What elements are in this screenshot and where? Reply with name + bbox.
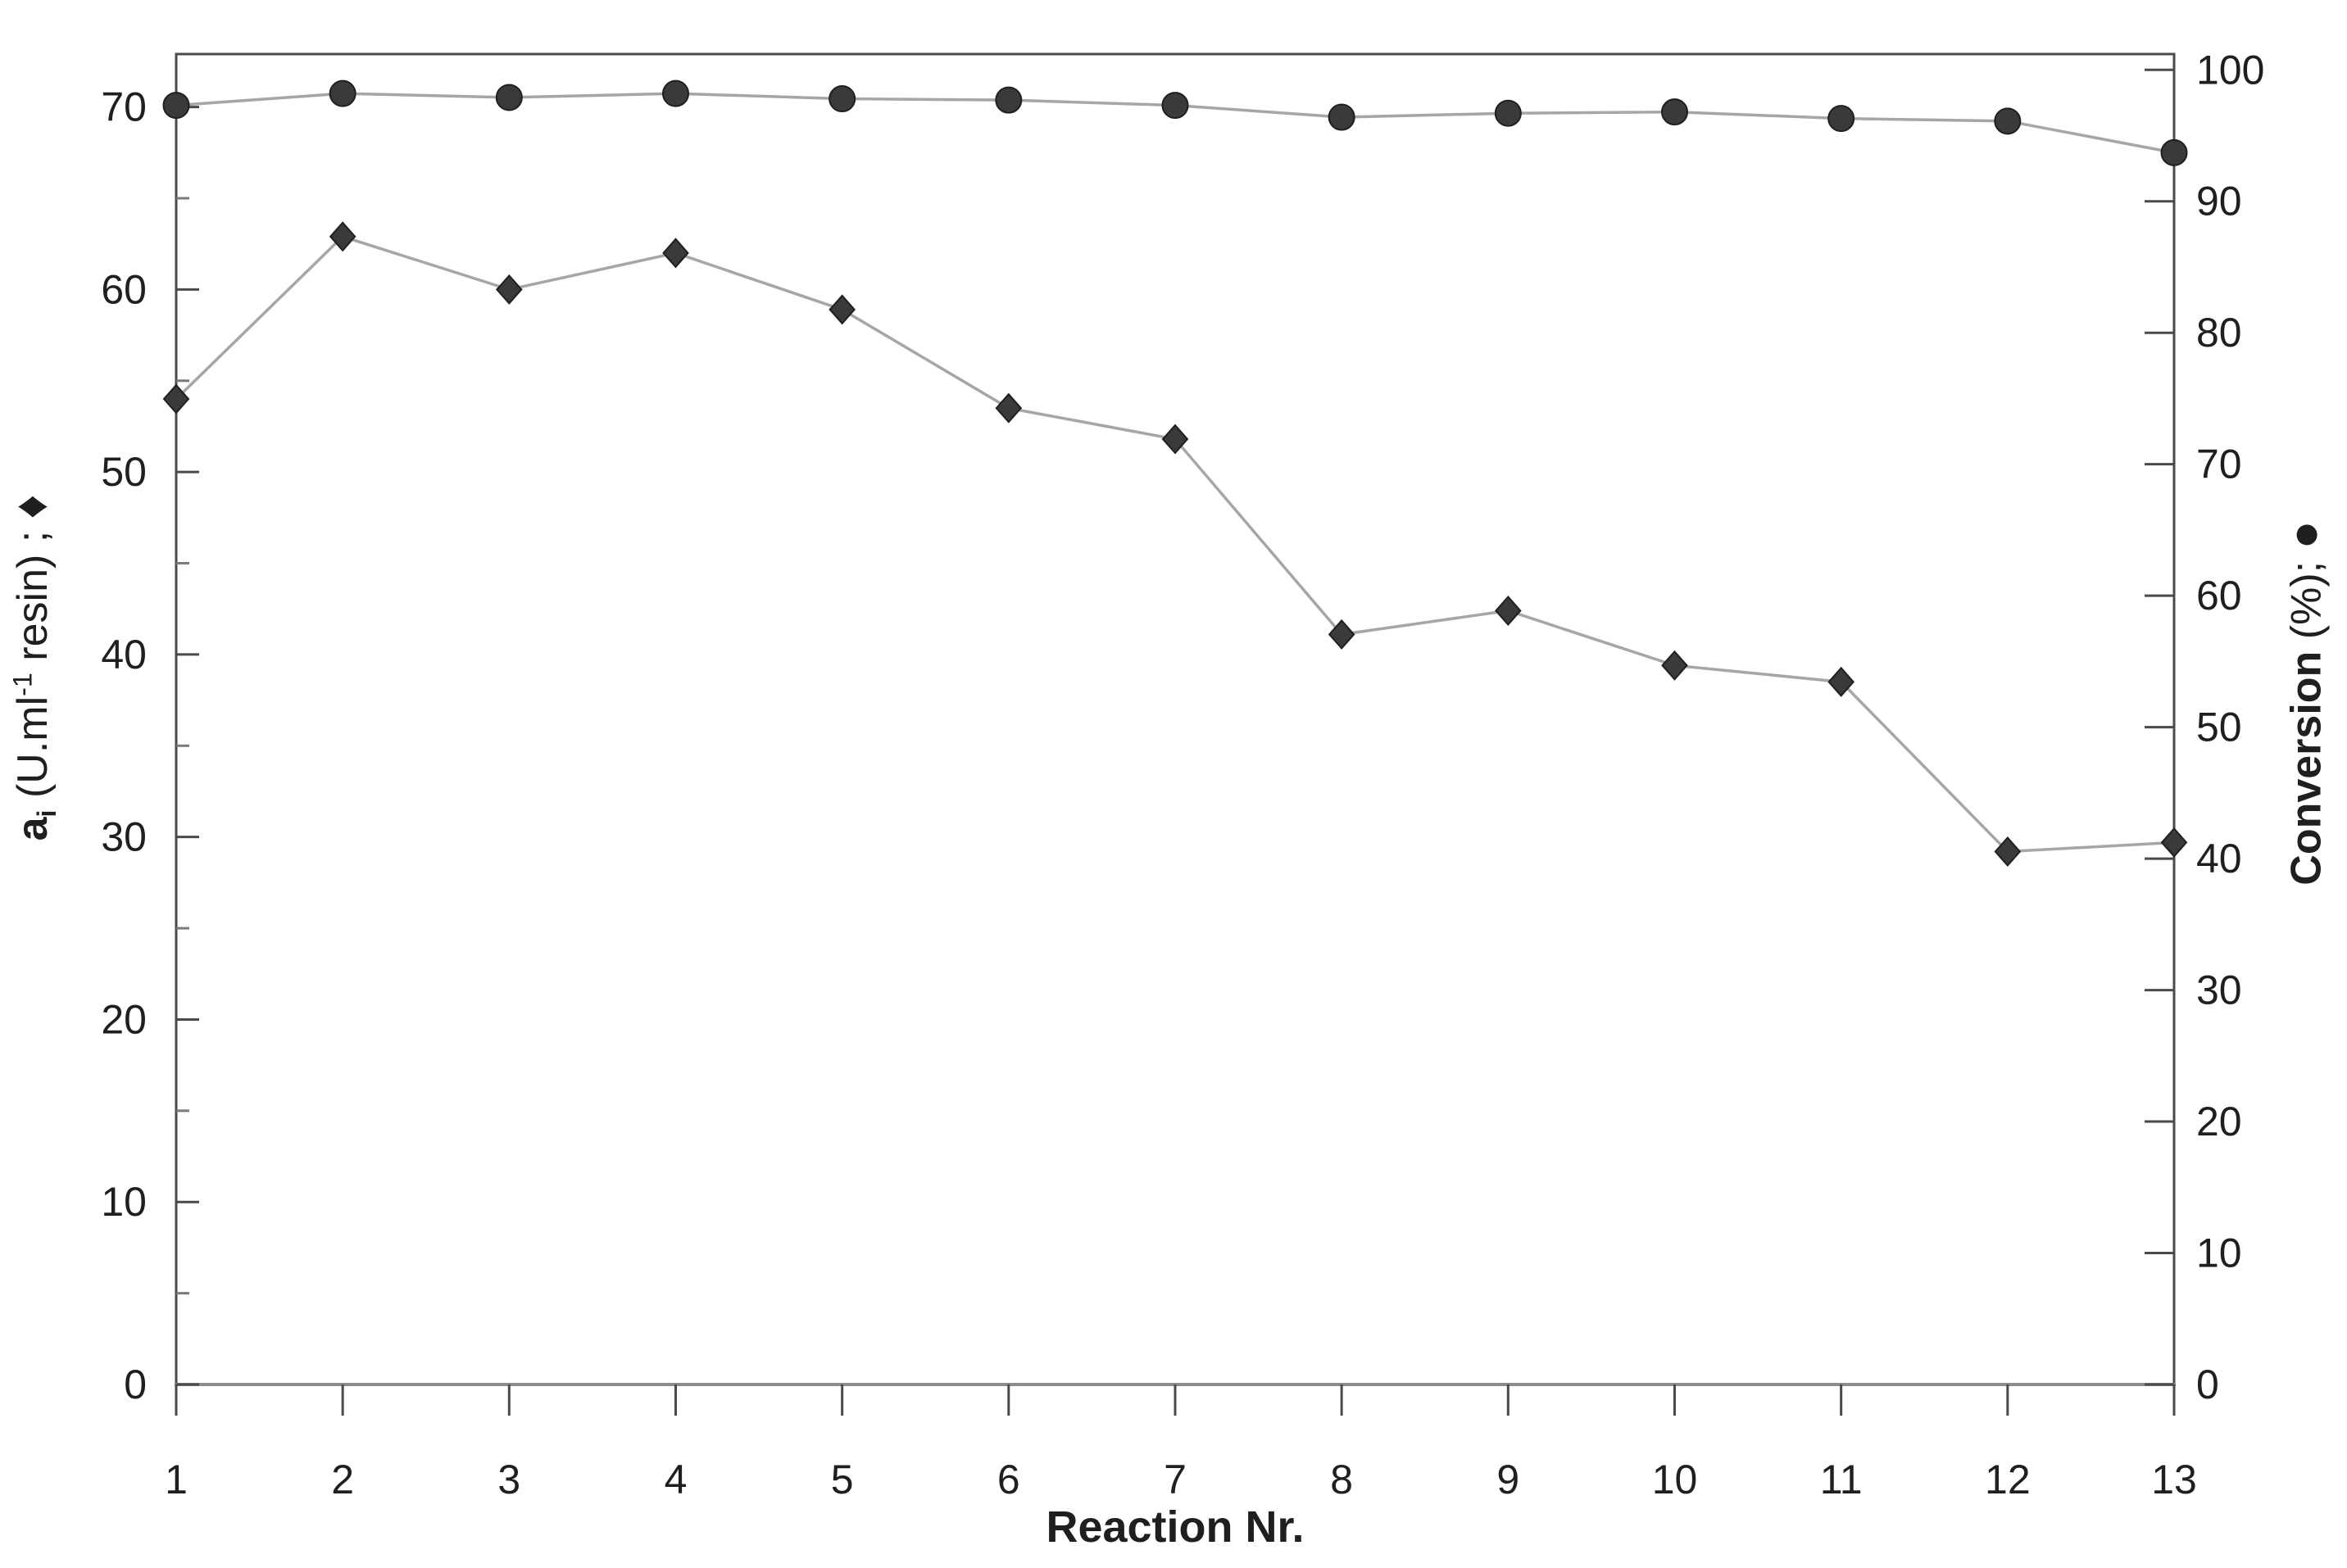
- left-axis: 0 10 20 30 40 50 60 70: [101, 84, 199, 1407]
- left-axis-tick-label: 0: [124, 1362, 147, 1407]
- left-axis-tick-label: 70: [101, 84, 147, 130]
- circle-marker: [995, 86, 1023, 114]
- right-axis-tick-label: 30: [2196, 968, 2242, 1013]
- circle-marker: [1161, 92, 1189, 120]
- right-axis-tick-label: 50: [2196, 705, 2242, 750]
- circle-legend-icon: ●: [2277, 520, 2331, 550]
- diamond-marker: [495, 274, 523, 305]
- diamond-marker: [2160, 827, 2188, 858]
- circle-marker: [1328, 103, 1355, 131]
- x-axis-tick-label: 2: [331, 1457, 354, 1502]
- left-axis-tick-label: 20: [101, 996, 147, 1042]
- left-axis-tick-label: 40: [101, 632, 147, 678]
- left-axis-superscript: -1: [7, 673, 38, 696]
- circle-marker: [1661, 98, 1688, 126]
- circle-marker: [828, 85, 856, 113]
- left-axis-symbol: a: [8, 817, 57, 841]
- diamond-marker: [162, 383, 190, 415]
- diamond-marker: [1494, 595, 1522, 626]
- right-axis-tick-label: 40: [2196, 836, 2242, 881]
- diamond-marker: [1161, 424, 1189, 455]
- diamond-marker: [1661, 650, 1688, 681]
- x-axis-tick-label: 6: [997, 1457, 1020, 1502]
- diamond-legend-icon: ♦: [3, 494, 57, 519]
- x-axis-title: Reaction Nr.: [1046, 1502, 1305, 1552]
- x-axis-tick-label: 11: [1820, 1457, 1863, 1502]
- right-axis-tick-label: 100: [2196, 47, 2264, 93]
- x-axis: 1 2 3 4 5 6 7 8 9 10 11 12 13: [165, 1384, 2197, 1502]
- activity-series-line: [175, 234, 2175, 854]
- right-axis-tick-label: 80: [2196, 310, 2242, 356]
- x-axis-tick-label: 9: [1496, 1457, 1519, 1502]
- x-axis-tick-label: 3: [497, 1457, 520, 1502]
- right-axis-title-mid: (%);: [2282, 549, 2331, 651]
- left-axis-title: ai (U.ml-1 resin) ; ♦: [3, 495, 62, 841]
- circle-marker: [1827, 105, 1855, 133]
- diamond-marker: [828, 294, 856, 325]
- left-axis-subscript: i: [32, 809, 62, 818]
- right-axis-tick-label: 70: [2196, 442, 2242, 487]
- circle-marker: [1494, 99, 1522, 127]
- right-axis-tick-label: 90: [2196, 179, 2242, 224]
- right-axis-tick-label: 0: [2196, 1362, 2219, 1407]
- x-axis-tick-label: 12: [1985, 1457, 2031, 1502]
- x-axis-tick-label: 4: [665, 1457, 688, 1502]
- x-axis-tick-label: 7: [1164, 1457, 1187, 1502]
- diamond-marker: [1994, 836, 2022, 868]
- circle-marker: [1994, 107, 2022, 135]
- diamond-marker: [662, 238, 689, 269]
- right-axis-title-bold: Conversion: [2282, 650, 2331, 886]
- right-axis-tick-label: 20: [2196, 1099, 2242, 1144]
- left-axis-unit-close: resin) ;: [8, 519, 57, 673]
- x-axis-tick-label: 8: [1330, 1457, 1353, 1502]
- diamond-marker: [995, 392, 1023, 424]
- circle-marker: [162, 92, 190, 120]
- circle-marker: [2160, 138, 2188, 166]
- x-axis-tick-label: 1: [165, 1457, 188, 1502]
- right-axis-title: Conversion (%); ●: [2277, 520, 2332, 885]
- diamond-marker: [329, 221, 356, 252]
- plot-border: [175, 52, 2176, 1386]
- diamond-marker: [1328, 619, 1355, 650]
- right-axis-tick-label: 10: [2196, 1230, 2242, 1276]
- left-axis-tick-label: 10: [101, 1179, 147, 1225]
- circle-marker: [329, 79, 356, 107]
- x-axis-tick-label: 10: [1652, 1457, 1698, 1502]
- conversion-series: [162, 79, 2188, 166]
- left-axis-tick-label: 60: [101, 266, 147, 312]
- circle-marker: [662, 79, 689, 107]
- left-axis-tick-label: 50: [101, 449, 147, 495]
- right-axis-tick-label: 60: [2196, 573, 2242, 619]
- activity-series: [162, 221, 2188, 868]
- circle-marker: [495, 84, 523, 111]
- x-axis-tick-label: 5: [831, 1457, 854, 1502]
- diamond-marker: [1827, 666, 1855, 697]
- right-axis: 0 10 20 30 40 50 60 70 80 90 100: [2145, 47, 2264, 1407]
- x-axis-tick-label: 13: [2151, 1457, 2197, 1502]
- left-axis-unit-open: (U.ml: [8, 696, 57, 810]
- left-axis-tick-label: 30: [101, 814, 147, 860]
